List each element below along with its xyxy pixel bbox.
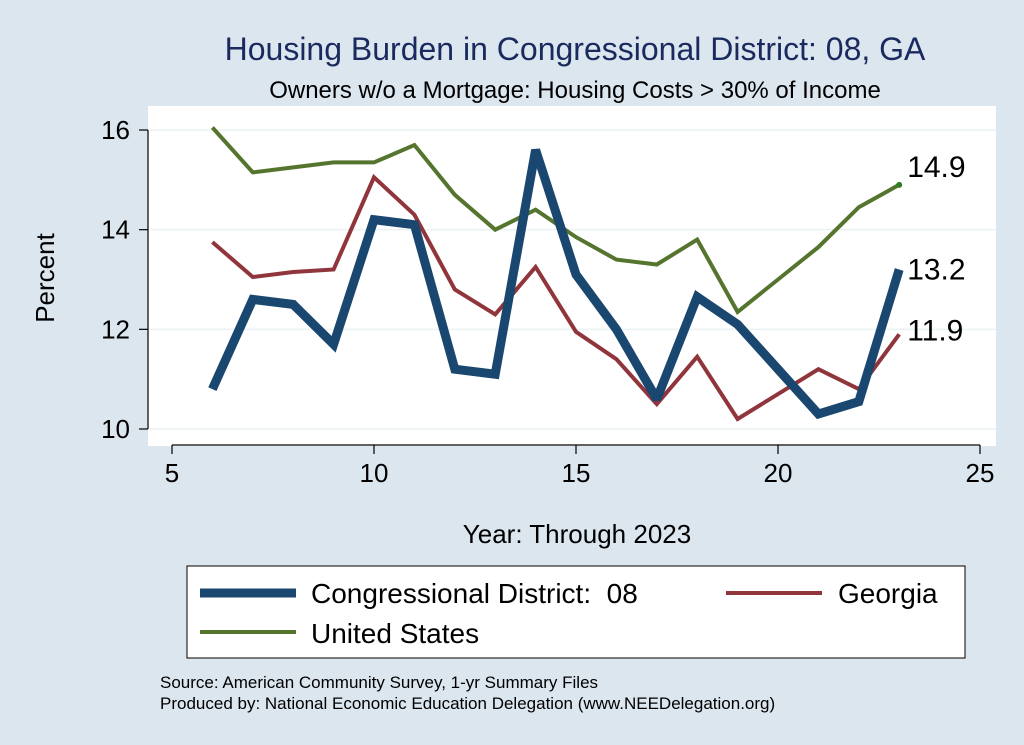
x-tick-label-3: 20 [764,458,793,488]
source-note: Source: American Community Survey, 1-yr … [160,673,598,692]
y-tick-label-2: 14 [101,215,130,245]
series-lines [208,126,904,422]
x-tick-label-1: 10 [360,458,389,488]
legend-label-georgia: Georgia [838,578,938,609]
x-ticks: 5 10 15 20 25 [165,445,995,488]
legend-label-district: Congressional District: 08 [311,578,638,609]
producer-note: Produced by: National Economic Education… [160,694,775,713]
end-label-us: 14.9 [907,151,965,184]
end-label-georgia: 11.9 [907,314,963,347]
legend-box [186,565,966,659]
end-labels: 13.2 11.9 14.9 [907,151,965,348]
chart-subtitle: Owners w/o a Mortgage: Housing Costs > 3… [269,77,881,104]
end-label-district: 13.2 [907,254,965,287]
legend-label-us: United States [311,618,479,649]
y-tick-label-0: 10 [101,414,130,444]
x-tick-label-0: 5 [165,458,179,488]
grid-lines [150,129,996,430]
y-ticks: 10 12 14 16 [101,115,148,444]
y-tick-label-1: 12 [101,314,130,344]
x-tick-label-4: 25 [966,458,995,488]
y-axis-label: Percent [30,232,60,322]
x-tick-label-2: 15 [562,458,591,488]
x-axis-label: Year: Through 2023 [463,519,691,549]
series-line-district [208,148,904,420]
legend: Congressional District: 08 Georgia Unite… [186,565,966,659]
y-tick-label-3: 16 [101,115,130,145]
series-line-georgia [211,173,901,422]
chart-title: Housing Burden in Congressional District… [225,31,926,67]
end-point-us [896,181,903,188]
